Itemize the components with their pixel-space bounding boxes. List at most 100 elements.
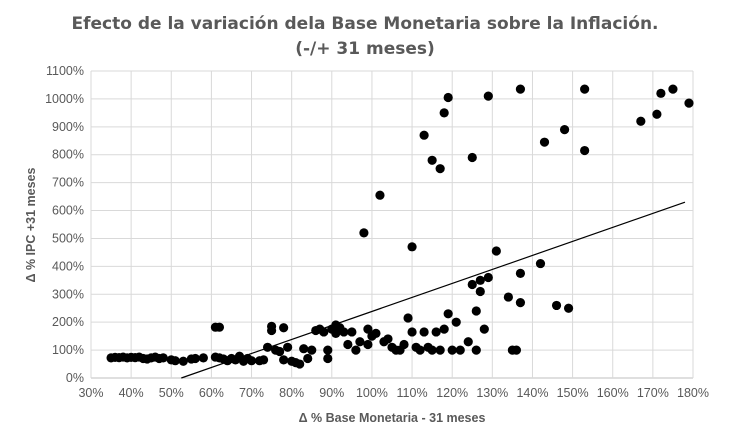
data-point [515, 298, 526, 308]
data-point [419, 130, 429, 140]
data-point [435, 164, 445, 174]
y-tick-label: 700% [52, 176, 84, 190]
data-point [355, 337, 365, 347]
y-axis-ticks: 0% 100% 200% 300% 400% 500% 600% 700% 800% 900% 10… [45, 64, 84, 385]
data-point [319, 327, 329, 337]
data-point [347, 327, 357, 337]
data-point [636, 116, 646, 126]
y-axis-label: Δ % IPC +31 meses [24, 167, 38, 282]
data-point [279, 323, 289, 333]
x-tick-label: 70% [239, 386, 264, 400]
x-tick-label: 110% [397, 386, 428, 400]
data-point [279, 355, 289, 365]
data-point [463, 337, 473, 347]
x-tick-label: 60% [199, 386, 224, 400]
data-points [106, 84, 694, 369]
data-point [323, 353, 333, 364]
data-point [503, 292, 513, 302]
y-tick-label: 500% [52, 231, 84, 245]
x-tick-label: 160% [597, 386, 629, 400]
data-point [563, 303, 574, 313]
data-point [339, 327, 349, 337]
x-tick-label: 130% [476, 386, 508, 400]
data-point [399, 339, 409, 350]
y-tick-label: 0% [66, 371, 84, 385]
data-point [539, 137, 550, 147]
data-point [198, 353, 208, 363]
data-point [283, 342, 293, 352]
data-point [580, 84, 590, 94]
y-tick-label: 1100% [46, 64, 84, 78]
data-point [158, 353, 168, 363]
data-point [275, 346, 285, 357]
data-point [343, 339, 353, 350]
data-point [363, 339, 373, 350]
data-point [580, 145, 590, 156]
y-tick-label: 1000% [45, 92, 84, 106]
y-tick-label: 100% [52, 343, 84, 357]
data-point [307, 345, 317, 355]
x-tick-label: 140% [516, 386, 548, 400]
data-point [359, 228, 369, 238]
data-point [246, 356, 257, 366]
chart-title-line-2: (-/+ 31 meses) [295, 39, 435, 59]
data-point [267, 321, 277, 331]
x-axis-label: Δ % Base Monetaria - 31 meses [299, 411, 486, 425]
x-tick-label: 170% [637, 386, 669, 400]
data-point [178, 356, 188, 366]
data-point [407, 327, 417, 337]
data-point [451, 317, 461, 327]
x-tick-label: 40% [119, 386, 144, 400]
y-tick-label: 900% [52, 120, 84, 134]
data-point [475, 286, 485, 297]
data-point [427, 155, 437, 165]
data-point [668, 84, 678, 94]
x-axis-ticks: 30% 40% 50% 60% 70% 80% 90% 100% 110% 120% 130% 140… [78, 386, 709, 400]
data-point [303, 353, 313, 364]
x-tick-label: 180% [677, 386, 709, 400]
data-point [467, 279, 477, 290]
gridlines [90, 70, 694, 379]
x-tick-label: 50% [159, 386, 184, 400]
data-point [443, 309, 453, 319]
data-point [363, 324, 373, 334]
data-point [439, 108, 449, 118]
data-point [515, 84, 526, 94]
x-tick-label: 30% [78, 386, 103, 400]
data-point [515, 268, 526, 278]
data-point [652, 109, 662, 119]
x-tick-label: 150% [557, 386, 589, 400]
data-point [471, 345, 481, 355]
data-point [419, 327, 429, 337]
data-point [656, 88, 666, 98]
x-tick-label: 80% [279, 386, 304, 400]
data-point [475, 275, 485, 285]
data-point [262, 342, 273, 352]
data-point [479, 324, 489, 334]
data-point [431, 327, 441, 337]
y-tick-label: 300% [52, 287, 84, 301]
data-point [483, 91, 493, 101]
data-point [351, 345, 361, 355]
y-tick-label: 200% [52, 315, 84, 329]
data-point [467, 152, 477, 163]
data-point [415, 345, 425, 355]
data-point [447, 345, 457, 355]
data-point [551, 300, 562, 311]
data-point [455, 345, 465, 355]
data-point [559, 125, 570, 135]
data-point [491, 246, 501, 256]
data-point [483, 272, 493, 283]
data-point [407, 242, 417, 252]
data-point [435, 345, 445, 355]
x-tick-label: 120% [436, 386, 468, 400]
data-point [375, 190, 385, 200]
data-point [299, 344, 309, 354]
y-tick-label: 800% [52, 148, 84, 162]
data-point [471, 306, 481, 316]
data-point [371, 328, 381, 338]
data-point [684, 98, 694, 108]
x-tick-label: 100% [356, 386, 388, 400]
data-point [535, 258, 546, 269]
